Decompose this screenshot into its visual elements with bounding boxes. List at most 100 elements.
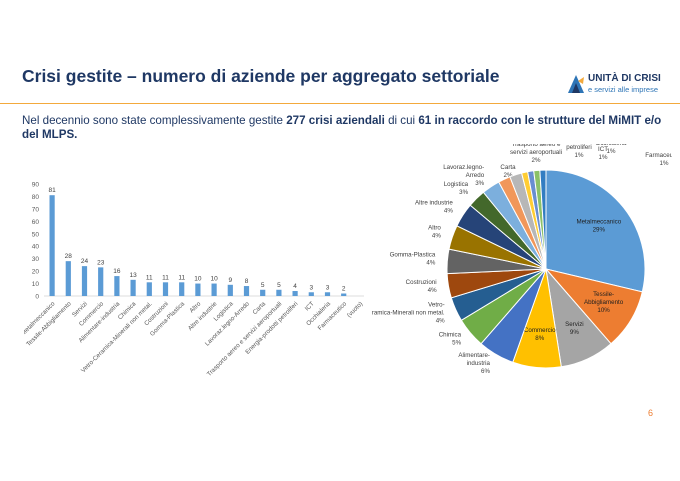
bar-value-label: 81 <box>48 187 56 194</box>
pie-label: Energia-prodottipetroliferi1% <box>566 144 591 159</box>
pie-label: Farmaceutico1% <box>645 152 672 167</box>
pie-label-name: servizi aeroportuali <box>510 149 562 156</box>
bar <box>260 289 266 296</box>
page-number: 6 <box>648 408 654 418</box>
pie-label-pct: 6% <box>481 368 490 375</box>
pie-label-name: petroliferi <box>566 144 591 151</box>
y-tick-label: 20 <box>32 269 40 276</box>
pie-label-name: Abbigliamento <box>584 299 624 306</box>
bar-value-label: 5 <box>261 282 265 289</box>
pie-label-name: Logistica <box>444 181 469 188</box>
bar <box>195 283 201 296</box>
pie-label: Vetro-Ceramica-Minerali non metal.4% <box>372 301 445 324</box>
bar <box>179 282 185 296</box>
pie-label-pct: 8% <box>535 335 544 342</box>
bar-value-label: 9 <box>228 277 232 284</box>
bar <box>81 266 88 296</box>
intro-part-1: Nel decennio sono state complessivamente… <box>22 114 287 127</box>
bar-value-label: 11 <box>146 274 153 281</box>
y-tick-label: 0 <box>35 294 39 301</box>
pie-label-name: Costruzioni <box>406 279 437 286</box>
pie-label-name: Metalmeccanico <box>576 218 621 225</box>
pie-label-pct: 9% <box>570 329 579 336</box>
pie-slice <box>545 169 646 293</box>
pie-label-name: Commercio <box>524 327 556 334</box>
pie-label-name: ICT <box>598 146 608 153</box>
y-tick-label: 90 <box>32 182 40 189</box>
pie-label-name: Tessile- <box>593 291 614 298</box>
logo-subtitle: e servizi alle imprese <box>588 85 659 94</box>
pie-label-name: Occhialeria <box>596 144 628 147</box>
pie-label-pct: 1% <box>660 160 669 167</box>
pie-label-pct: 4% <box>436 317 445 324</box>
bar <box>308 292 314 296</box>
bar <box>243 286 250 296</box>
y-tick-label: 40 <box>32 244 40 251</box>
y-tick-label: 70 <box>32 206 40 213</box>
pie-label-pct: 2% <box>504 172 513 179</box>
pie-label-pct: 1% <box>607 148 616 155</box>
pie-slice <box>539 169 547 270</box>
bar-value-label: 10 <box>210 276 218 283</box>
intro-highlight-2: 61 in raccordo con le strutture del MiMI… <box>22 114 662 141</box>
y-tick-label: 10 <box>32 281 40 288</box>
logo-name: UNITÀ DI CRISI <box>588 73 661 84</box>
pie-label-name: Altre industrie <box>415 200 453 207</box>
page-title: Crisi gestite – numero di aziende per ag… <box>22 66 500 86</box>
bar <box>292 291 298 296</box>
bar-value-label: 8 <box>245 278 249 285</box>
bar-value-label: 3 <box>326 284 330 291</box>
bar-value-label: 3 <box>309 284 313 291</box>
logo-icon <box>568 75 584 93</box>
bar <box>130 279 136 296</box>
bar <box>324 292 331 296</box>
pie-label-name: Alimentare- <box>458 352 490 359</box>
pie-label-name: Arredo <box>466 172 485 179</box>
pie-label: Occhialeria1% <box>596 144 628 155</box>
bar <box>146 282 152 296</box>
pie-label-pct: 4% <box>428 287 437 294</box>
pie-label-pct: 4% <box>432 232 441 239</box>
pie-label-name: Vetro- <box>428 301 445 308</box>
bar <box>114 276 120 296</box>
x-tick-label: ICT <box>304 300 316 312</box>
pie-label-name: Farmaceutico <box>645 152 672 159</box>
bar-value-label: 10 <box>194 276 202 283</box>
intro-text: Nel decennio sono state complessivamente… <box>22 114 662 142</box>
intro-highlight-1: 277 crisi aziendali <box>286 114 385 127</box>
pie-label-name: Ceramica-Minerali non metal. <box>372 309 445 316</box>
bar-value-label: 23 <box>97 259 105 266</box>
logo: UNITÀ DI CRISI e servizi alle imprese <box>566 73 666 99</box>
y-tick-label: 80 <box>32 194 40 201</box>
pie-label-pct: 4% <box>444 208 453 215</box>
bar-value-label: 2 <box>342 286 346 293</box>
bar-value-label: 28 <box>65 253 73 260</box>
bar <box>276 289 282 296</box>
pie-label-name: Servizi <box>565 321 584 328</box>
bar <box>65 261 71 296</box>
pie-label-pct: 3% <box>459 189 468 196</box>
pie-label-name: Trasporto aereo e <box>512 144 562 148</box>
pie-label-pct: 4% <box>426 259 435 266</box>
pie-label-pct: 29% <box>593 226 606 233</box>
pie-label-name: Chimica <box>439 331 462 338</box>
pie-label-name: Lavoraz.legno- <box>443 164 484 171</box>
pie-label-pct: 5% <box>452 339 461 346</box>
pie-label-name: Altro <box>428 224 441 231</box>
x-tick-label: (vuoto) <box>346 300 364 319</box>
bar-value-label: 11 <box>162 274 169 281</box>
bar-value-label: 24 <box>81 258 89 265</box>
